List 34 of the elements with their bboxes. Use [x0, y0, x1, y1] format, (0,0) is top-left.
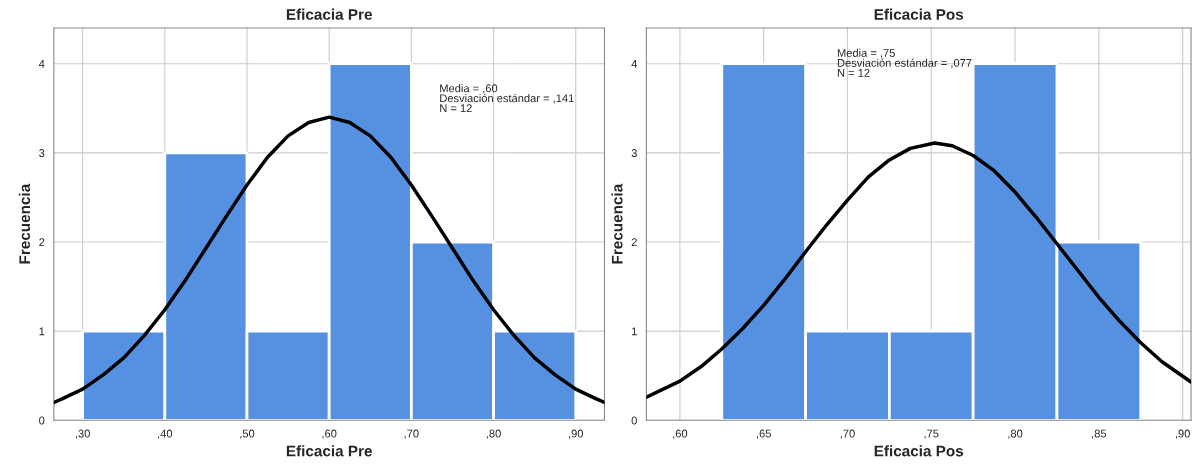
x-tick-label: ,80: [1008, 429, 1023, 439]
x-axis-title: Eficacia Pre: [286, 445, 372, 457]
x-tick-label: ,50: [240, 429, 255, 439]
x-tick-label: ,75: [924, 429, 939, 439]
chart-title: Eficacia Pos: [874, 8, 964, 20]
y-tick-label: 2: [631, 238, 637, 247]
annotation: Media = ,60 Desviación estándar = ,141 N = 12: [440, 84, 574, 113]
y-axis-title: Frecuencia: [18, 183, 31, 264]
x-tick-label: ,90: [1175, 429, 1190, 439]
y-tick-label: 3: [39, 149, 45, 157]
y-tick-label: 4: [38, 60, 45, 68]
x-tick-label: ,40: [158, 429, 173, 439]
line-series: [646, 141, 1192, 399]
x-tick-label: ,30: [75, 429, 90, 439]
y-tick-label: 1: [632, 327, 637, 336]
x-tick-label: ,60: [673, 429, 688, 439]
y-axis-title: Frecuencia: [611, 183, 623, 264]
annotation: Media = ,75 Desviación estándar = ,077 N = 12: [837, 48, 972, 77]
chart-title: Eficacia Pre: [286, 8, 372, 20]
x-tick-label: ,85: [1092, 429, 1107, 439]
y-tick-label: 3: [631, 149, 637, 157]
y-tick-label: 4: [631, 60, 638, 68]
x-tick-label: ,65: [756, 429, 771, 439]
x-tick-label: ,80: [486, 429, 501, 439]
x-tick-label: ,90: [569, 429, 584, 439]
line-series: [53, 115, 605, 405]
x-tick-label: ,70: [404, 429, 419, 439]
x-axis-title: Eficacia Pos: [874, 445, 964, 457]
y-tick-label: 2: [39, 238, 45, 247]
x-tick-label: ,60: [322, 429, 337, 439]
y-tick-label: 0: [39, 416, 45, 425]
y-tick-label: 0: [631, 416, 637, 425]
x-tick-label: ,70: [840, 429, 855, 439]
y-tick-label: 1: [39, 327, 45, 336]
